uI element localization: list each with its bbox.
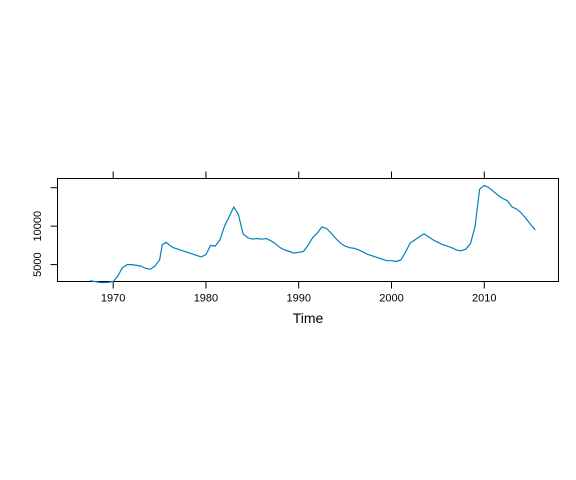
series-layer (89, 184, 536, 284)
x-axis-top-ticks (112, 171, 485, 179)
plot-frame (57, 178, 559, 282)
x-axis-bottom: 1970 1980 1990 2000 2010 (101, 281, 497, 305)
x-tick-label: 1970 (101, 293, 125, 305)
x-tick-label: 2010 (472, 293, 496, 305)
series-line (89, 184, 536, 284)
x-axis-title: Time (293, 310, 324, 326)
x-tick-label: 2000 (379, 293, 403, 305)
y-tick-label: 5000 (32, 252, 44, 276)
x-tick-label: 1990 (286, 293, 310, 305)
y-axis-left: 5000 10000 (32, 187, 58, 277)
y-tick-label: 10000 (32, 211, 44, 242)
x-tick-label: 1980 (194, 293, 218, 305)
